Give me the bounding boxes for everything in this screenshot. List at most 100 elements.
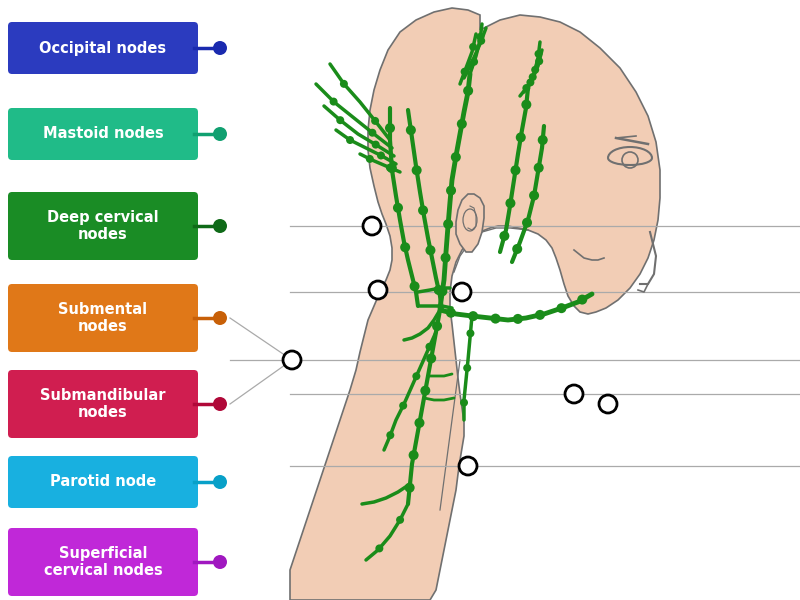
Text: Mastoid nodes: Mastoid nodes xyxy=(42,127,163,142)
FancyBboxPatch shape xyxy=(8,456,198,508)
Circle shape xyxy=(461,68,469,76)
Circle shape xyxy=(538,135,548,145)
Circle shape xyxy=(557,303,566,313)
Circle shape xyxy=(213,475,227,489)
FancyBboxPatch shape xyxy=(8,192,198,260)
Circle shape xyxy=(432,321,442,331)
Circle shape xyxy=(409,450,418,460)
Circle shape xyxy=(529,190,539,200)
Circle shape xyxy=(213,127,227,141)
Circle shape xyxy=(368,129,376,137)
Circle shape xyxy=(522,100,531,110)
Circle shape xyxy=(534,163,544,173)
Circle shape xyxy=(418,205,428,215)
Circle shape xyxy=(371,117,379,125)
Circle shape xyxy=(414,418,425,428)
Circle shape xyxy=(535,57,543,65)
Circle shape xyxy=(522,218,532,227)
Circle shape xyxy=(477,33,485,41)
Circle shape xyxy=(565,385,583,403)
Circle shape xyxy=(459,457,477,475)
Circle shape xyxy=(438,286,447,296)
Circle shape xyxy=(283,351,301,369)
Circle shape xyxy=(516,133,526,142)
Circle shape xyxy=(385,123,395,133)
Circle shape xyxy=(213,397,227,411)
Circle shape xyxy=(463,86,473,96)
Circle shape xyxy=(412,165,422,175)
Circle shape xyxy=(213,311,227,325)
Circle shape xyxy=(340,80,348,88)
Circle shape xyxy=(578,295,587,305)
Circle shape xyxy=(534,50,542,58)
Circle shape xyxy=(512,244,522,254)
FancyBboxPatch shape xyxy=(8,370,198,438)
Circle shape xyxy=(469,43,477,51)
Circle shape xyxy=(599,395,617,413)
Circle shape xyxy=(387,163,397,173)
Circle shape xyxy=(446,308,456,318)
Circle shape xyxy=(410,281,419,291)
Circle shape xyxy=(526,79,534,86)
Polygon shape xyxy=(290,8,660,600)
Circle shape xyxy=(375,544,383,553)
Circle shape xyxy=(460,398,468,407)
Circle shape xyxy=(457,119,467,129)
Circle shape xyxy=(330,98,338,106)
Circle shape xyxy=(363,217,381,235)
Circle shape xyxy=(426,343,434,351)
Circle shape xyxy=(213,219,227,233)
Circle shape xyxy=(510,165,521,175)
Circle shape xyxy=(478,37,486,45)
Circle shape xyxy=(420,386,430,395)
FancyBboxPatch shape xyxy=(8,284,198,352)
Circle shape xyxy=(434,285,444,295)
Circle shape xyxy=(529,73,537,81)
Circle shape xyxy=(443,219,453,229)
Circle shape xyxy=(336,116,344,124)
Circle shape xyxy=(399,401,407,410)
Circle shape xyxy=(377,151,385,160)
Circle shape xyxy=(522,84,530,92)
Circle shape xyxy=(386,164,394,172)
Circle shape xyxy=(396,516,404,524)
Text: Deep cervical
nodes: Deep cervical nodes xyxy=(47,210,159,242)
Circle shape xyxy=(531,66,539,74)
Text: Parotid node: Parotid node xyxy=(50,475,156,490)
Text: Superficial
cervical nodes: Superficial cervical nodes xyxy=(44,546,162,578)
Circle shape xyxy=(366,155,374,163)
Circle shape xyxy=(535,310,545,320)
Circle shape xyxy=(499,231,510,241)
Text: Submental
nodes: Submental nodes xyxy=(58,302,147,334)
Circle shape xyxy=(468,311,478,321)
Polygon shape xyxy=(456,194,484,252)
Circle shape xyxy=(400,242,410,252)
Circle shape xyxy=(426,245,435,255)
FancyBboxPatch shape xyxy=(8,108,198,160)
Circle shape xyxy=(453,283,471,301)
Circle shape xyxy=(466,62,474,70)
Circle shape xyxy=(412,372,420,380)
Circle shape xyxy=(446,185,456,196)
Circle shape xyxy=(405,482,414,493)
Circle shape xyxy=(393,203,403,213)
Circle shape xyxy=(213,555,227,569)
Circle shape xyxy=(466,329,474,337)
Circle shape xyxy=(441,253,450,263)
Circle shape xyxy=(426,353,436,364)
Circle shape xyxy=(451,152,461,162)
Circle shape xyxy=(213,41,227,55)
Circle shape xyxy=(369,281,387,299)
Circle shape xyxy=(513,314,523,324)
Text: Submandibular
nodes: Submandibular nodes xyxy=(40,388,166,420)
Text: Occipital nodes: Occipital nodes xyxy=(39,40,166,55)
Circle shape xyxy=(470,58,478,66)
FancyBboxPatch shape xyxy=(8,528,198,596)
Circle shape xyxy=(386,431,394,439)
Circle shape xyxy=(506,198,515,208)
Circle shape xyxy=(346,136,354,144)
Circle shape xyxy=(463,364,471,372)
FancyBboxPatch shape xyxy=(8,22,198,74)
Circle shape xyxy=(372,140,380,149)
Circle shape xyxy=(406,125,416,135)
